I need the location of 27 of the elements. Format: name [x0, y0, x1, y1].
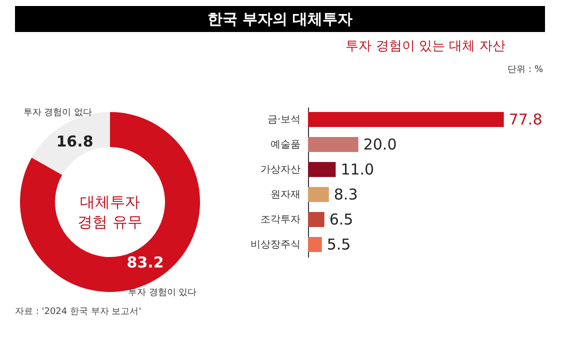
y-tick-label: 예술품: [270, 140, 300, 150]
text: 한국 부자의 대체투자: [207, 10, 353, 28]
bar: [308, 162, 336, 177]
bar: [308, 112, 504, 127]
y-tick-label: 금·보석: [267, 114, 300, 126]
text: 대체투자 경험 유무: [78, 193, 142, 231]
chart-title: 투자 경험이 있는 대체 자산: [346, 39, 506, 54]
y-tick-label: 원자재: [270, 190, 300, 200]
slice-label: 투자 경험이 있다: [128, 288, 197, 298]
bar: [308, 187, 329, 202]
text: 자료 : '2024 한국 부자 보고서': [15, 307, 142, 317]
y-tick-label: 조각투자: [260, 214, 300, 226]
data-label: 5.5: [326, 236, 351, 254]
data-label: 20.0: [363, 136, 397, 154]
data-label: 77.8: [508, 110, 542, 128]
data-label: 16.8: [56, 132, 94, 151]
data-label: 6.5: [329, 210, 354, 228]
data-label: 11.0: [340, 160, 374, 178]
y-tick-label: 가상자산: [260, 164, 300, 176]
bar: [308, 237, 322, 252]
bar: [308, 212, 324, 227]
data-label: 83.2: [126, 253, 164, 272]
data-label: 8.3: [334, 186, 358, 204]
slice-label: 투자 경험이 없다: [23, 108, 92, 118]
bar: [308, 137, 358, 152]
y-tick-label: 비상장주식: [250, 240, 300, 250]
text: 단위 : %: [508, 65, 544, 75]
